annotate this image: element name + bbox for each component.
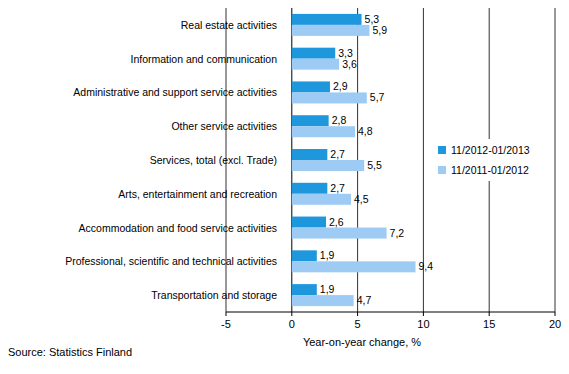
bar bbox=[292, 25, 370, 36]
bar bbox=[292, 92, 367, 103]
data-label: 4,5 bbox=[354, 193, 369, 205]
bar bbox=[292, 149, 328, 160]
bar bbox=[292, 48, 335, 59]
tick bbox=[555, 312, 556, 316]
data-label: 1,9 bbox=[320, 283, 335, 295]
data-label: 1,9 bbox=[320, 249, 335, 261]
bar bbox=[292, 261, 416, 272]
bar bbox=[292, 14, 362, 25]
category-label: Accommodation and food service activitie… bbox=[79, 222, 277, 234]
tick bbox=[357, 312, 358, 316]
tick-label: 0 bbox=[289, 318, 295, 330]
legend-swatch bbox=[438, 146, 446, 154]
data-label: 2,9 bbox=[333, 80, 348, 92]
bar bbox=[292, 160, 364, 171]
category-label: Professional, scientific and technical a… bbox=[65, 255, 277, 267]
category-label: Administrative and support service activ… bbox=[73, 86, 277, 98]
data-label: 2,6 bbox=[329, 216, 344, 228]
category-label: Information and communication bbox=[131, 53, 278, 65]
legend-label: 11/2011-01/2012 bbox=[451, 164, 529, 176]
bar bbox=[292, 81, 330, 92]
tick bbox=[489, 312, 490, 316]
legend-box bbox=[434, 139, 550, 181]
bar bbox=[292, 228, 387, 239]
bars bbox=[292, 14, 416, 306]
category-label: Services, total (excl. Trade) bbox=[150, 154, 277, 166]
category-label: Arts, entertainment and recreation bbox=[118, 188, 277, 200]
bar bbox=[292, 284, 317, 295]
category-label: Other service activities bbox=[171, 120, 277, 132]
bar bbox=[292, 295, 354, 306]
data-label: 3,6 bbox=[342, 58, 357, 70]
bar bbox=[292, 217, 326, 228]
x-axis bbox=[226, 312, 555, 313]
bar bbox=[292, 250, 317, 261]
data-label: 9,4 bbox=[419, 260, 434, 272]
data-label: 4,8 bbox=[358, 125, 373, 137]
data-label: 5,5 bbox=[367, 159, 382, 171]
bar bbox=[292, 194, 351, 205]
bar bbox=[292, 126, 355, 137]
legend-label: 11/2012-01/2013 bbox=[451, 144, 530, 156]
category-label: Transportation and storage bbox=[151, 289, 277, 301]
data-label: 7,2 bbox=[390, 227, 405, 239]
tick-label: 20 bbox=[549, 318, 561, 330]
bar bbox=[292, 183, 328, 194]
x-axis-label: Year-on-year change, % bbox=[303, 336, 421, 348]
grid-line bbox=[555, 8, 556, 312]
data-label: 2,7 bbox=[330, 182, 345, 194]
tick bbox=[226, 312, 227, 316]
data-label: 2,8 bbox=[332, 114, 347, 126]
tick-label: 15 bbox=[483, 318, 495, 330]
data-label: 5,7 bbox=[370, 91, 385, 103]
chart: -505101520Real estate activities5,35,9In… bbox=[0, 0, 569, 374]
tick bbox=[423, 312, 424, 316]
data-label: 5,9 bbox=[372, 24, 387, 36]
category-label: Real estate activities bbox=[181, 19, 277, 31]
tick bbox=[291, 312, 292, 316]
data-label: 4,7 bbox=[357, 294, 372, 306]
tick-label: 5 bbox=[355, 318, 361, 330]
bar bbox=[292, 59, 339, 70]
tick-label: -5 bbox=[221, 318, 231, 330]
data-label: 2,7 bbox=[330, 148, 345, 160]
tick-label: 10 bbox=[417, 318, 429, 330]
source: Source: Statistics Finland bbox=[8, 346, 132, 358]
legend-swatch bbox=[438, 166, 446, 174]
bar bbox=[292, 115, 329, 126]
